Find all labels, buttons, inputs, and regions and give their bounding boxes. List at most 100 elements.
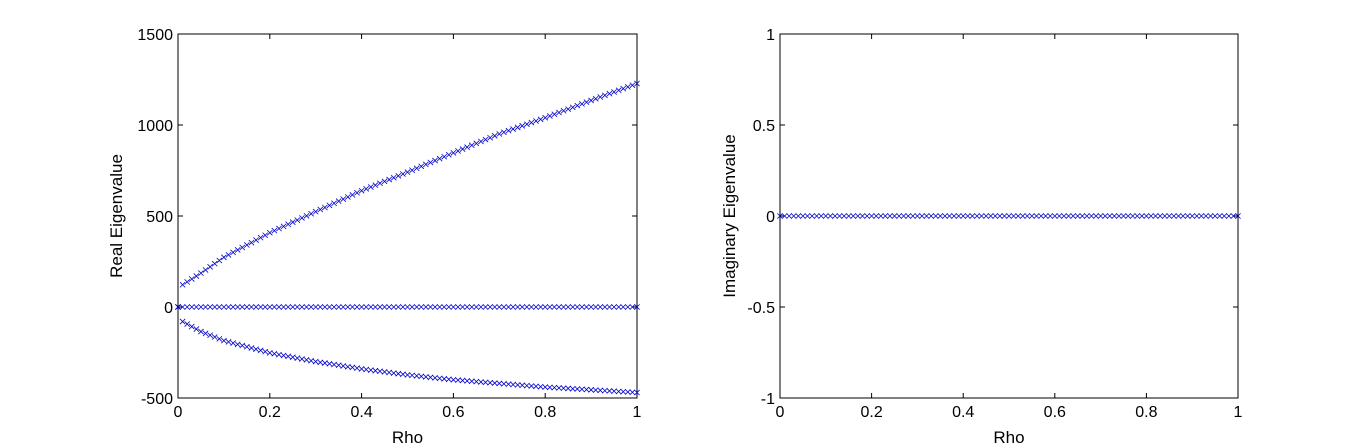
- data-point-marker: [634, 389, 640, 396]
- data-point-marker: [491, 380, 498, 386]
- data-point-marker: [221, 304, 227, 310]
- data-point-marker: [987, 213, 994, 219]
- data-point-marker: [400, 171, 406, 177]
- data-point-marker: [1143, 213, 1150, 219]
- data-point-marker: [1134, 213, 1141, 219]
- data-point-marker: [422, 304, 429, 310]
- data-point-marker: [413, 372, 420, 379]
- data-point-marker: [528, 383, 535, 389]
- data-point-marker: [583, 99, 590, 106]
- data-point-marker: [372, 304, 379, 310]
- data-point-marker: [1216, 213, 1223, 219]
- data-point-marker: [271, 350, 278, 357]
- data-point-marker: [588, 386, 594, 393]
- data-point-marker: [537, 304, 544, 310]
- data-point-marker: [583, 386, 590, 393]
- data-point-marker: [551, 304, 558, 310]
- data-point-marker: [432, 304, 438, 310]
- data-point-marker: [285, 353, 292, 360]
- data-point-marker: [624, 304, 631, 310]
- x-tick-label: 0.2: [259, 404, 281, 421]
- data-point-marker: [377, 304, 383, 310]
- data-point-marker: [896, 213, 902, 219]
- data-point-marker: [436, 304, 443, 310]
- data-point-marker: [537, 383, 544, 390]
- data-point-marker: [919, 213, 925, 219]
- data-point-marker: [409, 372, 415, 379]
- data-point-marker: [473, 140, 480, 147]
- data-point-marker: [248, 345, 255, 351]
- data-point-marker: [1042, 213, 1049, 219]
- data-point-marker: [487, 304, 494, 310]
- data-point-marker: [377, 180, 383, 187]
- data-point-marker: [450, 304, 457, 310]
- data-point-marker: [400, 304, 406, 310]
- data-point-marker: [285, 221, 292, 228]
- data-point-marker: [996, 213, 1003, 219]
- data-point-marker: [253, 346, 259, 353]
- data-point-marker: [1116, 213, 1122, 219]
- data-point-marker: [211, 304, 218, 310]
- data-point-marker: [606, 304, 613, 310]
- data-point-marker: [854, 213, 861, 219]
- data-point-marker: [445, 151, 452, 158]
- data-point-marker: [1235, 213, 1241, 219]
- data-point-marker: [932, 213, 939, 219]
- data-point-marker: [280, 304, 287, 310]
- data-point-marker: [1010, 213, 1017, 219]
- data-point-marker: [243, 343, 250, 350]
- data-point-marker: [248, 239, 255, 246]
- data-point-marker: [216, 257, 223, 264]
- data-point-marker: [321, 304, 328, 310]
- series-0: [777, 213, 1241, 219]
- data-point-marker: [271, 304, 278, 310]
- data-point-marker: [184, 279, 191, 285]
- data-point-marker: [427, 159, 434, 166]
- data-point-marker: [592, 304, 599, 310]
- data-point-marker: [1029, 213, 1035, 219]
- data-point-marker: [611, 388, 617, 395]
- data-point-marker: [363, 185, 370, 192]
- y-tick-label: 0: [164, 300, 173, 317]
- data-point-marker: [528, 304, 535, 310]
- data-point-marker: [1166, 213, 1173, 219]
- data-point-marker: [450, 376, 457, 383]
- data-point-marker: [1006, 213, 1012, 219]
- data-point-marker: [1079, 213, 1086, 219]
- data-point-marker: [832, 213, 838, 219]
- data-point-marker: [1056, 213, 1063, 219]
- data-point-marker: [188, 323, 195, 330]
- data-point-marker: [537, 116, 544, 123]
- data-point-marker: [335, 304, 342, 310]
- data-point-marker: [877, 213, 884, 219]
- data-point-marker: [1125, 213, 1131, 219]
- data-point-marker: [326, 360, 333, 367]
- data-point-marker: [505, 127, 512, 134]
- data-point-marker: [882, 213, 889, 219]
- data-point-marker: [367, 304, 374, 310]
- data-point-marker: [533, 118, 539, 124]
- data-point-marker: [198, 328, 204, 335]
- data-point-marker: [514, 304, 521, 310]
- data-point-marker: [601, 387, 608, 394]
- data-point-marker: [262, 232, 269, 239]
- data-point-marker: [473, 378, 480, 385]
- data-point-marker: [230, 304, 236, 310]
- data-point-marker: [533, 304, 539, 310]
- data-point-marker: [230, 340, 236, 346]
- data-point-marker: [358, 304, 365, 310]
- data-point-marker: [519, 382, 526, 389]
- data-point-marker: [556, 304, 562, 310]
- data-point-marker: [266, 229, 273, 236]
- data-point-marker: [983, 213, 989, 219]
- data-point-marker: [523, 121, 530, 128]
- data-point-marker: [193, 273, 200, 279]
- data-point-marker: [478, 304, 484, 310]
- data-point-marker: [280, 352, 287, 359]
- data-point-marker: [501, 129, 507, 136]
- data-point-marker: [487, 379, 494, 386]
- data-point-marker: [822, 213, 829, 219]
- data-point-marker: [574, 304, 581, 310]
- data-point-marker: [386, 176, 393, 183]
- data-point-marker: [569, 104, 576, 111]
